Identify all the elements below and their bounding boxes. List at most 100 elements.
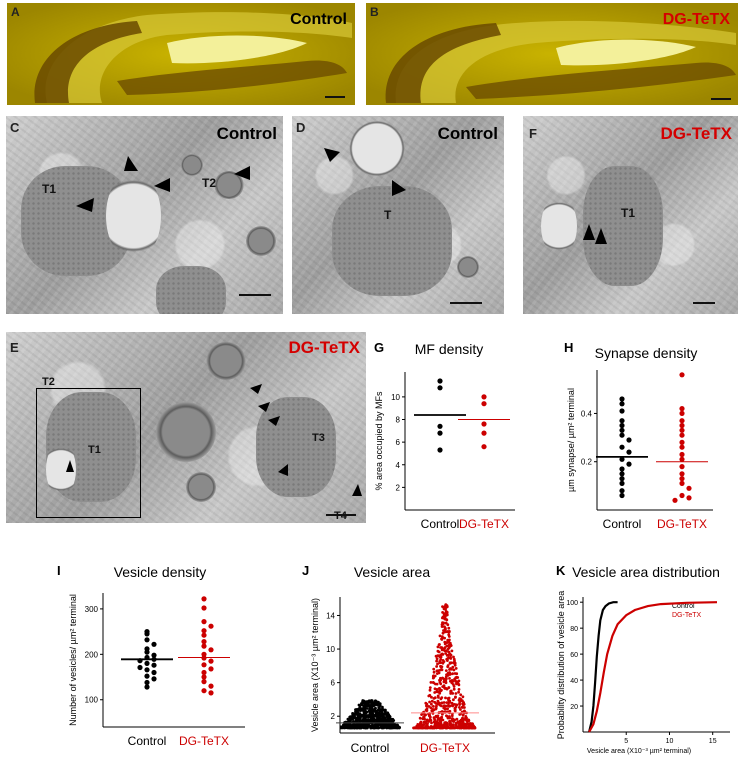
data-point-control <box>144 631 150 637</box>
data-point-tetx <box>444 669 448 672</box>
data-point-control <box>619 476 625 482</box>
data-point-tetx <box>451 719 455 723</box>
data-point-tetx <box>440 637 443 641</box>
data-point-tetx <box>447 686 451 690</box>
data-point-control <box>354 719 358 723</box>
data-point-control <box>354 717 358 721</box>
data-point-control <box>352 712 356 716</box>
data-point-tetx <box>201 628 207 634</box>
data-point-control <box>144 649 150 655</box>
data-point-tetx <box>686 485 692 491</box>
chart-title: Vesicle area distribution <box>572 564 720 580</box>
data-point-tetx <box>461 713 465 717</box>
data-point-control <box>356 711 360 715</box>
y-tick-label: 10 <box>391 393 400 402</box>
data-point-tetx <box>460 722 464 726</box>
data-point-control <box>355 708 359 712</box>
data-point-tetx <box>443 626 447 630</box>
data-point-control <box>619 488 625 494</box>
data-point-control <box>347 723 351 727</box>
panel-letter: I <box>57 563 61 578</box>
data-point-tetx <box>208 658 214 664</box>
data-point-tetx <box>679 456 685 462</box>
data-point-control <box>619 418 625 424</box>
data-point-tetx <box>481 401 487 407</box>
data-point-control <box>396 723 399 727</box>
data-point-tetx <box>435 669 439 673</box>
data-point-tetx <box>455 672 459 676</box>
data-point-tetx <box>679 439 685 445</box>
data-point-tetx <box>441 718 445 722</box>
data-point-control <box>374 714 378 718</box>
data-point-tetx <box>444 696 447 700</box>
y-tick-label: 0.4 <box>581 409 593 418</box>
data-point-tetx <box>443 686 446 690</box>
panel-letter: F <box>529 126 537 141</box>
category-label: Control <box>128 734 167 748</box>
data-point-control <box>626 437 632 443</box>
data-point-control <box>363 708 367 712</box>
data-point-tetx <box>201 674 207 680</box>
data-point-tetx <box>435 657 439 661</box>
data-point-tetx <box>442 660 446 663</box>
data-point-tetx <box>443 628 447 632</box>
panel-letter: B <box>370 5 379 19</box>
data-point-control <box>360 724 364 728</box>
data-point-tetx <box>201 688 207 694</box>
data-point-control <box>626 461 632 467</box>
arrowhead-icon <box>250 384 262 394</box>
data-point-tetx <box>447 653 450 657</box>
data-point-tetx <box>436 726 439 729</box>
data-point-tetx <box>440 701 444 705</box>
data-point-tetx <box>208 623 214 629</box>
data-point-tetx <box>447 639 451 642</box>
data-point-control <box>137 664 143 671</box>
data-point-control <box>340 725 344 729</box>
data-point-tetx <box>201 643 207 649</box>
data-point-tetx <box>432 716 436 719</box>
data-point-tetx <box>201 662 207 668</box>
data-point-control <box>151 662 157 668</box>
data-point-control <box>374 709 377 713</box>
data-point-tetx <box>454 679 457 683</box>
data-point-tetx <box>436 700 440 703</box>
data-point-tetx <box>450 717 454 720</box>
data-point-control <box>619 408 625 414</box>
data-point-tetx <box>438 680 442 684</box>
data-point-tetx <box>454 705 458 709</box>
data-point-tetx <box>419 720 423 724</box>
arrowheads <box>324 148 406 196</box>
data-point-tetx <box>447 626 451 630</box>
data-point-control <box>395 726 398 729</box>
data-point-control <box>361 699 365 702</box>
data-point-tetx <box>430 702 433 706</box>
legend-entry: Control <box>672 603 695 610</box>
data-point-control <box>382 718 386 722</box>
arrowheads <box>66 384 362 496</box>
arrowhead-icon <box>278 464 288 476</box>
data-point-tetx <box>458 713 462 716</box>
data-point-tetx <box>439 678 442 682</box>
data-point-tetx <box>434 706 438 710</box>
data-point-tetx <box>433 700 437 704</box>
data-point-control <box>144 684 150 690</box>
terminal-label: T2 <box>202 176 217 190</box>
data-point-tetx <box>461 695 465 699</box>
data-point-tetx <box>468 722 472 726</box>
data-point-tetx <box>430 721 433 725</box>
data-point-tetx <box>466 726 470 730</box>
data-point-control <box>619 396 625 402</box>
data-point-tetx <box>679 476 685 482</box>
data-point-tetx <box>452 687 456 691</box>
data-point-tetx <box>432 674 435 678</box>
data-point-tetx <box>440 710 444 713</box>
data-point-tetx <box>451 672 454 676</box>
condition-label: DG-TeTX <box>288 338 360 357</box>
category-label: DG-TeTX <box>179 734 229 748</box>
data-point-tetx <box>433 691 437 694</box>
chart-g: G MF density 2 4 6 8 10 % area occupied by MFs C… <box>374 340 515 531</box>
data-point-tetx <box>439 724 442 727</box>
data-point-tetx <box>437 687 441 690</box>
series-line-control <box>588 601 618 733</box>
data-point-tetx <box>201 596 207 602</box>
